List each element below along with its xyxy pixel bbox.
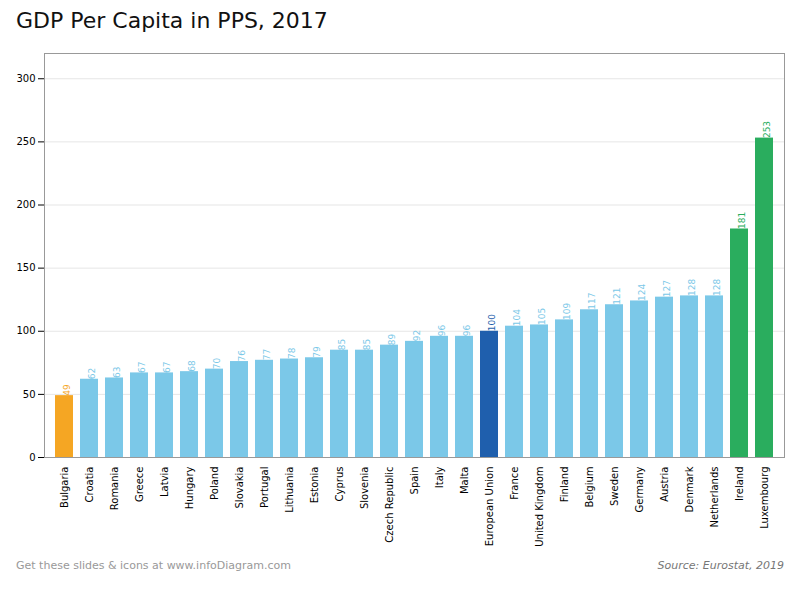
svg-text:Malta: Malta <box>459 467 470 495</box>
svg-text:Croatia: Croatia <box>84 467 95 503</box>
svg-text:150: 150 <box>16 262 35 273</box>
svg-text:Poland: Poland <box>209 467 220 500</box>
svg-text:250: 250 <box>16 136 35 147</box>
svg-text:76: 76 <box>237 350 247 362</box>
svg-text:Slovenia: Slovenia <box>359 467 370 510</box>
html-text:Get these slides & icons at ww: Get these slides & icons at www.infoDiag… <box>16 559 291 572</box>
svg-text:100: 100 <box>16 325 35 336</box>
svg-text:67: 67 <box>137 361 147 372</box>
svg-text:67: 67 <box>162 361 172 372</box>
svg-text:Slovakia: Slovakia <box>234 467 245 509</box>
svg-text:Hungary: Hungary <box>184 466 195 509</box>
svg-text:Portugal: Portugal <box>259 467 270 508</box>
svg-text:96: 96 <box>462 325 472 337</box>
svg-text:105: 105 <box>537 308 547 325</box>
svg-text:France: France <box>509 467 520 500</box>
svg-text:Romania: Romania <box>109 467 120 511</box>
html-text:GDP Per Capita in PPS, 2017: GDP Per Capita in PPS, 2017 <box>16 8 328 33</box>
svg-text:121: 121 <box>612 288 622 305</box>
svg-text:Finland: Finland <box>559 467 570 503</box>
svg-text:89: 89 <box>387 333 397 345</box>
svg-text:124: 124 <box>637 283 647 300</box>
svg-text:300: 300 <box>16 73 35 84</box>
svg-text:128: 128 <box>687 278 697 295</box>
svg-text:Ireland: Ireland <box>734 467 745 502</box>
svg-text:253: 253 <box>762 121 772 138</box>
svg-text:European Union: European Union <box>484 467 495 547</box>
svg-text:62: 62 <box>87 368 97 379</box>
svg-text:85: 85 <box>362 339 372 350</box>
svg-text:0: 0 <box>29 452 35 463</box>
svg-text:100: 100 <box>487 314 497 331</box>
svg-text:96: 96 <box>437 325 447 337</box>
svg-text:92: 92 <box>412 330 422 341</box>
svg-text:Netherlands: Netherlands <box>709 467 720 528</box>
html-text:Source: Eurostat, 2019: Source: Eurostat, 2019 <box>657 559 784 572</box>
svg-text:104: 104 <box>512 309 522 326</box>
svg-text:78: 78 <box>287 347 297 359</box>
svg-text:85: 85 <box>337 339 347 350</box>
svg-text:68: 68 <box>187 360 197 372</box>
svg-text:70: 70 <box>212 357 222 369</box>
svg-text:Luxembourg: Luxembourg <box>759 467 770 529</box>
svg-text:Belgium: Belgium <box>584 467 595 508</box>
svg-text:200: 200 <box>16 199 35 210</box>
svg-text:Lithuania: Lithuania <box>284 467 295 513</box>
svg-text:United Kingdom: United Kingdom <box>534 467 545 547</box>
svg-text:Bulgaria: Bulgaria <box>59 467 70 508</box>
svg-text:63: 63 <box>112 367 122 378</box>
svg-text:109: 109 <box>562 302 572 319</box>
svg-text:77: 77 <box>262 349 272 360</box>
svg-text:Spain: Spain <box>409 467 420 495</box>
svg-text:79: 79 <box>312 346 322 358</box>
svg-text:Czech Republic: Czech Republic <box>384 467 395 543</box>
svg-text:49: 49 <box>62 384 72 396</box>
svg-text:Italy: Italy <box>434 466 445 488</box>
svg-text:Germany: Germany <box>634 466 645 512</box>
svg-text:Greece: Greece <box>134 467 145 503</box>
svg-text:Latvia: Latvia <box>159 467 170 497</box>
svg-text:Sweden: Sweden <box>609 467 620 507</box>
svg-text:Austria: Austria <box>659 467 670 502</box>
svg-text:128: 128 <box>712 278 722 295</box>
svg-text:50: 50 <box>23 389 36 400</box>
svg-text:Cyprus: Cyprus <box>334 467 345 502</box>
svg-text:117: 117 <box>587 293 597 310</box>
svg-text:Estonia: Estonia <box>309 467 320 504</box>
svg-text:181: 181 <box>737 212 747 229</box>
svg-text:Denmark: Denmark <box>684 466 695 512</box>
svg-text:127: 127 <box>662 280 672 297</box>
